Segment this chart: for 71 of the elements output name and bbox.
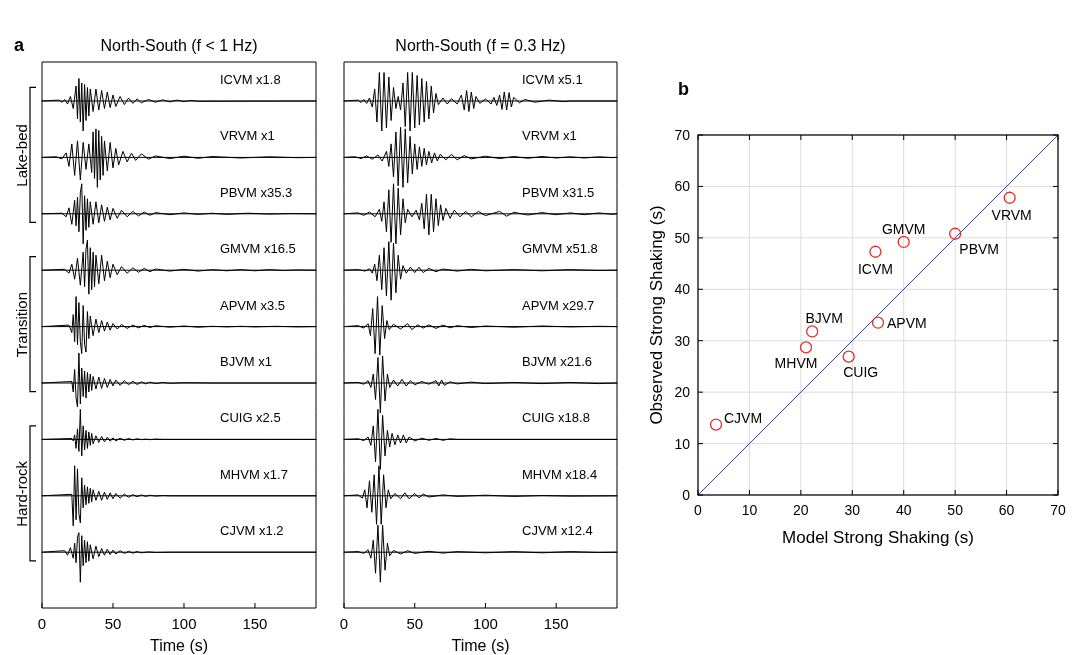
point bbox=[897, 235, 910, 249]
x-tick-label: 50 bbox=[947, 502, 964, 518]
x-tick-label: 100 bbox=[472, 615, 498, 632]
point bbox=[709, 418, 723, 431]
y-tick-label: 60 bbox=[674, 178, 691, 195]
annotation: VRVM x1 bbox=[220, 128, 275, 144]
annotation: MHVM x18.4 bbox=[522, 466, 598, 482]
text: Lake-bed bbox=[12, 124, 30, 187]
chart-title: North-South (f = 0.3 Hz) bbox=[395, 37, 566, 54]
annotation: CUIG x2.5 bbox=[220, 410, 281, 426]
x-tick-label: 150 bbox=[242, 615, 268, 632]
x-tick-label: 30 bbox=[844, 502, 861, 518]
annotation: ICVM bbox=[857, 260, 893, 277]
annotation: MHVM bbox=[774, 355, 818, 372]
x-tick-label: 40 bbox=[895, 502, 912, 518]
annotation: PBVM bbox=[959, 240, 999, 257]
annotation: BJVM x21.6 bbox=[522, 354, 593, 369]
annotation: GMVM x16.5 bbox=[220, 241, 296, 257]
annotation: VRVM x1 bbox=[522, 128, 577, 144]
x-axis-title: Model Strong Shaking (s) bbox=[782, 528, 974, 547]
x-tick-label: 10 bbox=[741, 502, 758, 518]
y-tick-label: 70 bbox=[674, 127, 691, 143]
text: Transition bbox=[12, 291, 30, 358]
point bbox=[799, 341, 813, 354]
y-axis-title: Observed Strong Shaking (s) bbox=[646, 205, 666, 425]
annotation: BJVM x1 bbox=[220, 354, 273, 369]
y-tick-label: 40 bbox=[674, 281, 691, 298]
point bbox=[806, 325, 819, 338]
x-tick-label: 50 bbox=[104, 615, 122, 632]
annotation: ICVM x1.8 bbox=[220, 72, 281, 87]
annotation: GMVM x51.8 bbox=[522, 241, 598, 257]
point bbox=[842, 350, 855, 363]
annotation: PBVM x35.3 bbox=[220, 184, 293, 200]
y-tick-label: 50 bbox=[674, 229, 691, 246]
chart-subtitle: b bbox=[678, 79, 689, 99]
point bbox=[869, 245, 882, 258]
annotation: VRVM bbox=[991, 206, 1032, 223]
text: Hard-rock bbox=[12, 460, 30, 527]
x-tick-label: 60 bbox=[998, 502, 1015, 518]
x-tick-label: 150 bbox=[543, 615, 569, 632]
point bbox=[948, 227, 962, 240]
x-tick-label: 50 bbox=[406, 615, 424, 632]
y-tick-label: 20 bbox=[674, 384, 691, 401]
point bbox=[1003, 191, 1016, 204]
annotation: CUIG bbox=[843, 363, 879, 380]
y-tick-label: 10 bbox=[674, 435, 691, 452]
annotation: GMVM bbox=[881, 220, 926, 237]
annotation: CJVM bbox=[724, 409, 763, 426]
x-axis-title: Time (s) bbox=[149, 637, 209, 654]
annotation: MHVM x1.7 bbox=[220, 466, 288, 482]
x-tick-label: 0 bbox=[37, 615, 47, 632]
annotation: PBVM x31.5 bbox=[522, 184, 595, 200]
x-tick-label: 0 bbox=[339, 615, 349, 632]
annotation: CJVM x1.2 bbox=[220, 523, 284, 539]
annotation: CUIG x18.8 bbox=[522, 410, 590, 426]
y-tick-label: 30 bbox=[674, 332, 691, 349]
x-axis-title: Time (s) bbox=[451, 637, 510, 654]
annotation: APVM x3.5 bbox=[220, 297, 286, 313]
annotation: APVM x29.7 bbox=[522, 297, 595, 313]
annotation: CJVM x12.4 bbox=[522, 523, 593, 539]
chart-subtitle: a bbox=[14, 35, 25, 55]
annotation: APVM bbox=[887, 314, 927, 331]
chart-title: North-South (f < 1 Hz) bbox=[100, 37, 258, 54]
x-tick-label: 70 bbox=[1050, 502, 1066, 518]
annotation: BJVM bbox=[805, 310, 843, 327]
x-tick-label: 100 bbox=[171, 615, 197, 632]
annotation: ICVM x5.1 bbox=[522, 72, 583, 87]
x-tick-label: 0 bbox=[694, 502, 703, 518]
point bbox=[871, 316, 885, 329]
y-tick-label: 0 bbox=[682, 487, 691, 503]
x-tick-label: 20 bbox=[793, 502, 809, 518]
